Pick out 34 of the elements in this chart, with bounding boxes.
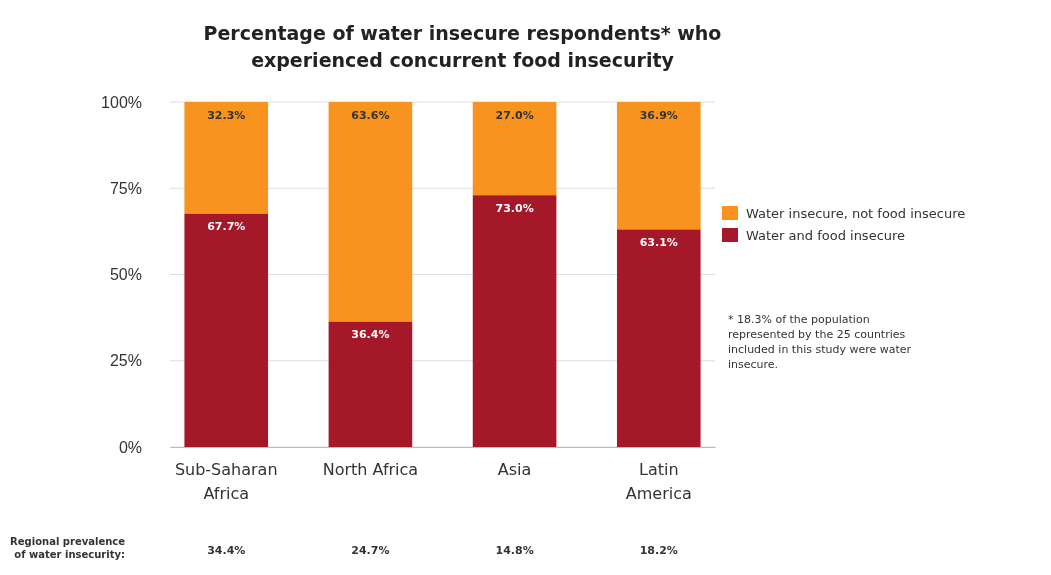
data-label: 36.9% [639, 109, 678, 122]
text: Regional prevalence of water insecurity: [10, 536, 126, 560]
y-tick-label: 25% [109, 352, 142, 370]
text: 24.7% [351, 544, 390, 557]
data-label: 73.0% [495, 202, 534, 216]
data-label: 63.1% [639, 236, 678, 250]
bar [184, 213, 269, 447]
data-label: 36.4% [351, 328, 390, 342]
bar [472, 195, 557, 447]
bar [616, 102, 701, 230]
x-tick-label: Latin America [625, 460, 692, 503]
legend-label: Water and food insecure [746, 228, 906, 243]
chart-title: Percentage of water insecure respondents* who experienced concurrent food insecurity [203, 22, 722, 71]
bar [472, 102, 557, 196]
data-label: 67.7% [207, 220, 246, 234]
x-tick-label: North Africa [322, 460, 419, 479]
y-tick-label: 50% [109, 266, 142, 284]
bar [328, 102, 413, 322]
data-label: 32.3% [207, 109, 246, 122]
text: 18.2% [639, 544, 678, 557]
text: * 18.3% of the population represented by the 25 countries included in this study were water insecure. [728, 313, 912, 371]
data-label: 63.6% [351, 109, 390, 122]
y-tick-label: 100% [101, 93, 142, 111]
legend-label: Water insecure, not food insecure [746, 206, 966, 221]
text: 14.8% [495, 544, 534, 557]
x-tick-label: Sub-Saharan Africa [174, 460, 278, 503]
x-tick-label: Asia [497, 460, 532, 479]
y-tick-label: 75% [109, 179, 142, 197]
data-label: 27.0% [495, 109, 534, 122]
bar [184, 102, 269, 214]
text: 34.4% [207, 544, 246, 557]
bar [328, 321, 413, 447]
bar [616, 229, 701, 447]
y-tick-label: 0% [118, 438, 142, 456]
